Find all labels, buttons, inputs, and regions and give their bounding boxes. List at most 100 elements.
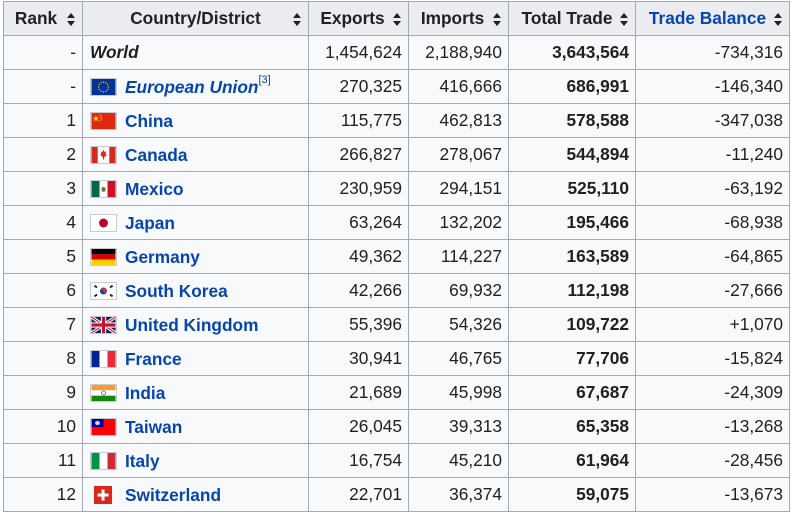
- germany-flag-icon[interactable]: [90, 247, 117, 266]
- trade-balance-cell: -63,192: [635, 171, 790, 206]
- table-row: 4 Japan 63,264 132,202 195,466 -68,938: [3, 205, 790, 240]
- eu-flag-icon[interactable]: [90, 77, 117, 96]
- rank-cell: 5: [3, 239, 83, 274]
- trade-balance-cell: -28,456: [635, 443, 790, 478]
- trade-balance-cell: -347,038: [635, 103, 790, 138]
- imports-cell: 416,666: [408, 69, 509, 104]
- table-row: 6 South Korea 42,266 69,932 112,198 -27,666: [3, 273, 790, 308]
- imports-cell: 54,326: [408, 307, 509, 342]
- country-link[interactable]: Taiwan: [125, 416, 183, 437]
- header-row: Rank Country/District Exports Imports To…: [3, 1, 790, 36]
- total-trade-cell: 525,110: [508, 171, 636, 206]
- imports-cell: 69,932: [408, 273, 509, 308]
- trade-table: Rank Country/District Exports Imports To…: [3, 1, 790, 512]
- trade-balance-cell: +1,070: [635, 307, 790, 342]
- rank-cell: 1: [3, 103, 83, 138]
- table-row: - World 1,454,624 2,188,940 3,643,564 -734,31…: [3, 35, 790, 70]
- country-cell: Mexico: [82, 171, 309, 206]
- total-trade-cell: 65,358: [508, 409, 636, 444]
- switzerland-flag-icon[interactable]: [94, 485, 112, 504]
- exports-cell: 21,689: [308, 375, 409, 410]
- imports-cell: 278,067: [408, 137, 509, 172]
- exports-header-label: Exports: [320, 8, 385, 28]
- table-row: 3 Mexico 230,959 294,151 525,110 -63,192: [3, 171, 790, 206]
- total-header[interactable]: Total Trade: [508, 1, 636, 36]
- country-link[interactable]: Germany: [125, 246, 200, 267]
- country-link[interactable]: South Korea: [125, 280, 228, 301]
- sort-icon[interactable]: [67, 13, 75, 26]
- exports-cell: 49,362: [308, 239, 409, 274]
- country-link[interactable]: Mexico: [125, 178, 184, 199]
- rank-cell: -: [3, 69, 83, 104]
- trade-balance-cell: -27,666: [635, 273, 790, 308]
- mexico-flag-icon[interactable]: [90, 179, 117, 198]
- china-flag-icon[interactable]: [90, 111, 117, 130]
- exports-cell: 22,701: [308, 477, 409, 512]
- country-cell: Canada: [82, 137, 309, 172]
- country-link[interactable]: Italy: [125, 450, 160, 471]
- total-trade-cell: 163,589: [508, 239, 636, 274]
- france-flag-icon[interactable]: [90, 349, 117, 368]
- exports-cell: 1,454,624: [308, 35, 409, 70]
- rank-cell: 7: [3, 307, 83, 342]
- table-row: - European Union[3] 270,325 416,666 686,991-…: [3, 69, 790, 104]
- total-trade-cell: 61,964: [508, 443, 636, 478]
- rank-cell: 10: [3, 409, 83, 444]
- country-cell: Switzerland: [82, 477, 309, 512]
- country-cell: Italy: [82, 443, 309, 478]
- country-link[interactable]: Canada: [125, 144, 188, 165]
- trade-balance-cell: -146,340: [635, 69, 790, 104]
- total-trade-cell: 578,588: [508, 103, 636, 138]
- trade-balance-cell: -13,268: [635, 409, 790, 444]
- trade-balance-cell: -68,938: [635, 205, 790, 240]
- sort-icon[interactable]: [293, 13, 301, 26]
- canada-flag-icon[interactable]: [90, 145, 117, 164]
- total-trade-cell: 67,687: [508, 375, 636, 410]
- country-link[interactable]: Switzerland: [125, 484, 222, 505]
- country-header-label: Country/District: [130, 8, 261, 28]
- rank-cell: 6: [3, 273, 83, 308]
- sort-icon[interactable]: [620, 13, 628, 26]
- uk-flag-icon[interactable]: [90, 315, 117, 334]
- italy-flag-icon[interactable]: [90, 451, 117, 470]
- country-cell: World: [82, 35, 309, 70]
- balance-header[interactable]: Trade Balance: [635, 1, 790, 36]
- sort-icon[interactable]: [393, 13, 401, 26]
- total-header-label: Total Trade: [521, 8, 613, 28]
- imports-cell: 45,210: [408, 443, 509, 478]
- exports-header[interactable]: Exports: [308, 1, 409, 36]
- footnote-link[interactable]: [3]: [258, 73, 271, 86]
- sort-icon[interactable]: [493, 13, 501, 26]
- country-header[interactable]: Country/District: [82, 1, 309, 36]
- total-trade-cell: 77,706: [508, 341, 636, 376]
- sort-icon[interactable]: [774, 13, 782, 26]
- exports-cell: 266,827: [308, 137, 409, 172]
- exports-cell: 26,045: [308, 409, 409, 444]
- country-link[interactable]: China: [125, 110, 174, 131]
- country-link[interactable]: Japan: [125, 212, 175, 233]
- exports-cell: 30,941: [308, 341, 409, 376]
- imports-cell: 114,227: [408, 239, 509, 274]
- country-link[interactable]: United Kingdom: [125, 314, 259, 335]
- imports-cell: 39,313: [408, 409, 509, 444]
- country-link[interactable]: France: [125, 348, 182, 369]
- rank-cell: 9: [3, 375, 83, 410]
- trade-balance-cell: -15,824: [635, 341, 790, 376]
- table-row: 2 Canada 266,827 278,067 544,894 -11,240: [3, 137, 790, 172]
- south-korea-flag-icon[interactable]: [90, 281, 117, 300]
- country-link[interactable]: European Union: [125, 76, 259, 97]
- imports-header[interactable]: Imports: [408, 1, 509, 36]
- country-cell: European Union[3]: [82, 69, 309, 104]
- total-trade-cell: 109,722: [508, 307, 636, 342]
- balance-header-link[interactable]: Trade Balance: [648, 8, 767, 28]
- total-trade-cell: 195,466: [508, 205, 636, 240]
- taiwan-flag-icon[interactable]: [90, 417, 117, 436]
- rank-header[interactable]: Rank: [3, 1, 83, 36]
- total-trade-cell: 544,894: [508, 137, 636, 172]
- imports-cell: 45,998: [408, 375, 509, 410]
- japan-flag-icon[interactable]: [90, 213, 117, 232]
- india-flag-icon[interactable]: [90, 383, 117, 402]
- country-link[interactable]: India: [125, 382, 166, 403]
- rank-cell: 8: [3, 341, 83, 376]
- table-row: 11 Italy 16,754 45,210 61,964 -28,456: [3, 443, 790, 478]
